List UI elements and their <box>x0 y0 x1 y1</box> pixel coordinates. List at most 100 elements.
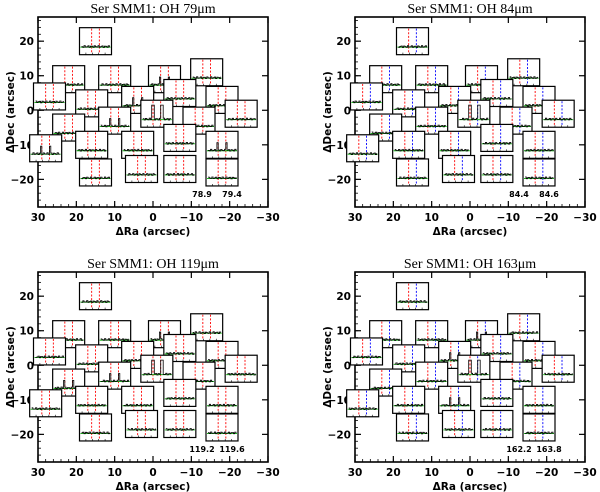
spaxel <box>205 413 239 442</box>
spaxel <box>395 413 430 442</box>
spaxel <box>349 82 384 111</box>
y-tick-label: 20 <box>336 291 351 303</box>
spaxel <box>522 130 556 159</box>
spaxel <box>541 99 575 128</box>
spectrum-trace <box>127 428 156 431</box>
y-tick-label: 0 <box>27 360 34 372</box>
y-tick-label: −10 <box>11 395 34 407</box>
spectrum-trace <box>417 379 447 383</box>
spaxel-frame <box>480 154 514 184</box>
x-tick-label: 20 <box>386 212 401 224</box>
spaxel-frame <box>163 154 197 184</box>
x-tick-label: 20 <box>69 467 84 479</box>
wavelength-label-right: 119.6 <box>219 445 245 454</box>
x-tick-label: −10 <box>497 467 520 479</box>
x-tick-label: −20 <box>535 212 558 224</box>
spaxel-frame <box>124 409 159 439</box>
spectrum-trace <box>444 428 473 431</box>
spaxel-frame <box>395 158 430 187</box>
y-tick-label: −10 <box>11 140 34 152</box>
wavelength-label-right: 163.8 <box>536 445 562 454</box>
x-tick-label: −30 <box>573 212 596 224</box>
spaxel <box>438 130 472 159</box>
spaxel-frame <box>541 99 575 128</box>
panel-1: Ser SMM1: OH 79μm 30 20 10 0 −10 −20 −30 20 10 0 −1… <box>5 2 280 238</box>
spaxel <box>395 27 430 56</box>
x-tick-label: 30 <box>348 212 363 224</box>
x-tick-label: −20 <box>218 467 241 479</box>
wavelength-label-left: 162.2 <box>506 445 531 454</box>
x-tick-label: −30 <box>256 467 279 479</box>
y-tick-label: −10 <box>328 140 351 152</box>
spaxel-frame <box>441 409 476 439</box>
spaxel-frame <box>163 78 197 108</box>
spaxel <box>32 337 67 366</box>
spaxel-frame <box>395 282 430 311</box>
spectrum-trace <box>165 173 195 176</box>
panel-3: Ser SMM1: OH 119μm 30 20 10 0 −10 −20 −30 20 10 0 −… <box>5 257 280 492</box>
spaxel <box>415 106 449 135</box>
spaxel <box>480 378 514 408</box>
x-tick-label: −20 <box>218 212 241 224</box>
spaxel-frame <box>140 99 174 128</box>
x-axis-label: ΔRa (arcsec) <box>433 481 508 492</box>
wavelength-label-left: 119.2 <box>189 445 214 454</box>
spectrum-trace <box>165 142 195 145</box>
spaxel <box>392 130 426 159</box>
spaxel-frame <box>98 361 132 390</box>
spaxel-frame <box>98 106 132 135</box>
spectrum-trace <box>165 352 195 355</box>
spaxel <box>205 385 239 414</box>
spaxel <box>395 282 430 311</box>
spectrum-trace <box>123 148 153 152</box>
spaxel <box>441 409 476 439</box>
x-tick-label: 20 <box>69 212 84 224</box>
spaxel <box>163 123 197 153</box>
spectrum-trace <box>123 403 153 407</box>
spectrum-trace <box>348 152 378 155</box>
spaxel <box>480 409 514 439</box>
spaxel-frame <box>522 413 556 442</box>
y-tick-label: 0 <box>344 360 351 372</box>
spaxel-frame <box>224 354 258 383</box>
spaxel-frame <box>121 385 155 414</box>
spaxel-frame <box>121 130 155 159</box>
y-tick-label: −20 <box>11 429 34 441</box>
spaxel-frame <box>224 99 258 128</box>
spectrum-trace <box>394 403 424 407</box>
spaxel <box>75 130 109 159</box>
spaxel <box>541 354 575 383</box>
x-tick-label: 10 <box>424 212 439 224</box>
x-tick-label: 30 <box>348 467 363 479</box>
panel-title: Ser SMM1: OH 79μm <box>90 2 215 17</box>
spaxel-frame <box>392 385 426 414</box>
spaxel <box>32 82 67 111</box>
spaxel-frame <box>205 413 239 442</box>
spaxel-frame <box>140 354 174 383</box>
spaxel <box>121 130 155 159</box>
panel-title: Ser SMM1: OH 163μm <box>404 257 536 272</box>
spectrum-trace <box>482 397 512 400</box>
spaxel-frame <box>163 378 197 408</box>
spaxel-frame <box>163 123 197 153</box>
spectrum-trace <box>100 373 130 383</box>
spectrum-trace <box>394 148 424 152</box>
spectrum-trace <box>482 142 512 145</box>
x-tick-label: −10 <box>497 212 520 224</box>
y-tick-label: 20 <box>19 36 34 48</box>
x-tick-label: −10 <box>180 467 203 479</box>
spaxel-frame <box>395 27 430 56</box>
spectrum-trace <box>208 403 237 407</box>
spaxel-frame <box>541 354 575 383</box>
spaxel-frame <box>480 123 514 153</box>
x-tick-label: −30 <box>573 467 596 479</box>
x-tick-label: 0 <box>466 467 473 479</box>
spaxel-frame <box>78 27 113 56</box>
panel-2: Ser SMM1: OH 84μm 30 20 10 0 −10 −20 −30 20 10 0 −1… <box>322 2 597 238</box>
spaxel <box>121 385 155 414</box>
spaxel <box>78 158 113 187</box>
spaxel <box>78 413 113 442</box>
spaxel <box>395 158 430 187</box>
spaxel <box>29 134 63 163</box>
wavelength-label-right: 84.6 <box>539 190 559 199</box>
